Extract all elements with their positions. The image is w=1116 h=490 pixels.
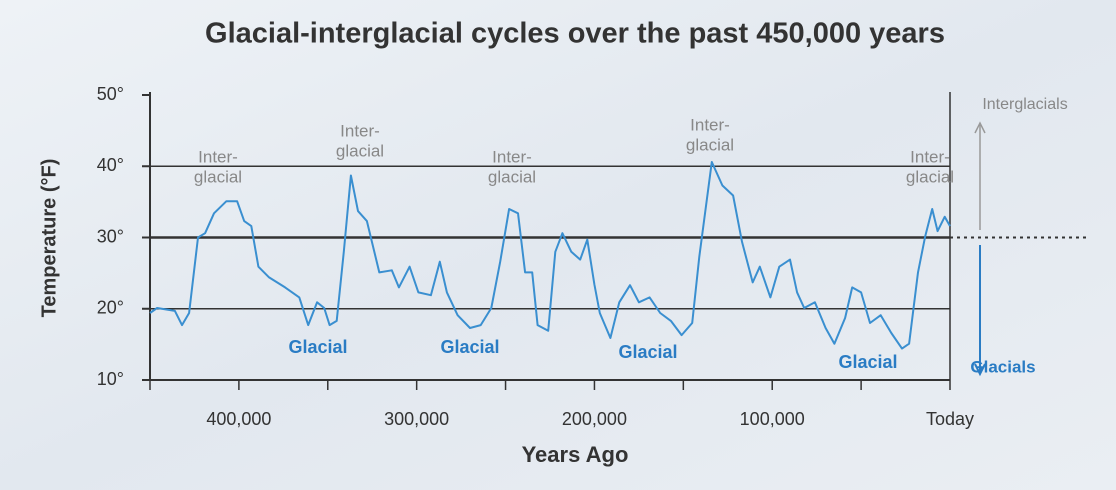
interglacial-label: glacial bbox=[194, 167, 242, 186]
up-arrow-head bbox=[974, 121, 986, 134]
x-tick-label: 400,000 bbox=[206, 409, 271, 429]
interglacial-label: Inter- bbox=[492, 147, 532, 166]
chart-title: Glacial-interglacial cycles over the pas… bbox=[205, 18, 945, 50]
x-tick-label: 300,000 bbox=[384, 409, 449, 429]
glacial-label: Glacial bbox=[440, 337, 499, 357]
x-tick-label: Today bbox=[926, 409, 974, 429]
interglacial-label: glacial bbox=[336, 141, 384, 160]
y-tick-label: 30° bbox=[97, 226, 124, 246]
interglacial-label: glacial bbox=[488, 167, 536, 186]
interglacial-label: Inter- bbox=[198, 147, 238, 166]
y-tick-label: 10° bbox=[97, 369, 124, 389]
x-tick-label: 100,000 bbox=[740, 409, 805, 429]
legend-up: Interglacials bbox=[982, 96, 1067, 113]
data-line bbox=[149, 161, 951, 350]
x-tick-label: 200,000 bbox=[562, 409, 627, 429]
interglacial-label: Inter- bbox=[340, 121, 380, 140]
y-tick-label: 40° bbox=[97, 155, 124, 175]
interglacial-label: Inter- bbox=[690, 115, 730, 134]
interglacial-label: glacial bbox=[906, 167, 954, 186]
glacial-label: Glacial bbox=[838, 352, 897, 372]
y-tick-label: 20° bbox=[97, 298, 124, 318]
legend-down: Glacials bbox=[970, 357, 1035, 376]
x-axis-title: Years Ago bbox=[522, 442, 629, 467]
y-tick-label: 50° bbox=[97, 84, 124, 104]
interglacial-label: Inter- bbox=[910, 147, 950, 166]
interglacial-label: glacial bbox=[686, 135, 734, 154]
y-axis-title: Temperature (°F) bbox=[38, 159, 60, 318]
glacial-label: Glacial bbox=[288, 337, 347, 357]
down-arrow-head bbox=[974, 363, 986, 377]
glacial-label: Glacial bbox=[618, 342, 677, 362]
